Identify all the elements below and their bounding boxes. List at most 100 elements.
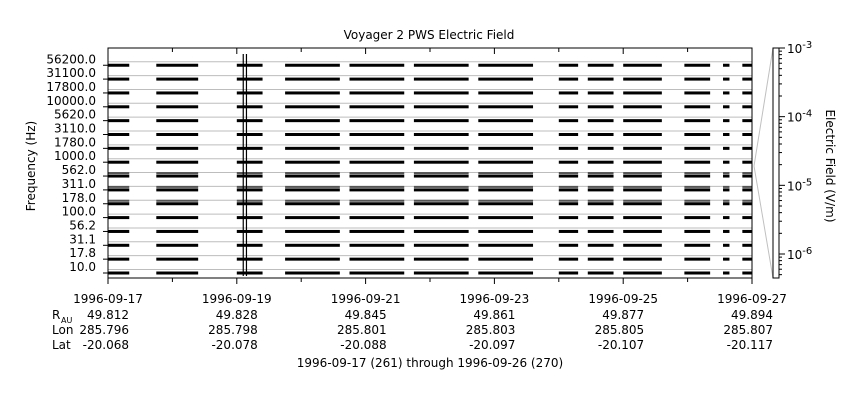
data-band xyxy=(156,243,199,247)
data-band xyxy=(623,91,662,95)
colorbar-tick-base: 10 xyxy=(787,179,802,193)
data-band xyxy=(587,91,614,95)
data-band xyxy=(742,257,752,261)
data-band xyxy=(723,257,730,261)
y-tick-label: 1000.0 xyxy=(54,149,96,163)
data-band xyxy=(684,119,711,123)
data-band xyxy=(623,105,662,109)
ephemeris-value: 49.828 xyxy=(216,308,258,322)
data-band xyxy=(742,174,752,178)
ephemeris-value: 285.805 xyxy=(595,323,645,337)
data-band xyxy=(285,160,340,164)
data-band xyxy=(478,271,534,275)
y-tick-label: 10000.0 xyxy=(46,94,96,108)
data-band xyxy=(285,146,340,150)
data-band xyxy=(285,63,340,67)
colorbar-tick-base: 10 xyxy=(787,42,802,56)
ephemeris-value: -20.078 xyxy=(211,338,257,352)
data-band xyxy=(587,229,614,233)
data-band xyxy=(108,257,130,261)
data-band xyxy=(108,119,130,123)
data-band xyxy=(558,119,579,123)
data-band xyxy=(723,216,730,220)
data-band xyxy=(587,146,614,150)
data-band xyxy=(684,160,711,164)
data-band-noise xyxy=(587,199,614,202)
data-band xyxy=(723,63,730,67)
data-band xyxy=(285,105,340,109)
data-band xyxy=(236,105,263,109)
colorbar-tick-exponent: -3 xyxy=(802,40,812,51)
data-band xyxy=(558,91,579,95)
data-band xyxy=(684,91,711,95)
data-band-noise xyxy=(742,185,752,188)
data-band xyxy=(156,174,199,178)
data-band xyxy=(156,188,199,192)
data-band xyxy=(236,216,263,220)
data-band xyxy=(236,271,263,275)
data-band xyxy=(156,271,199,275)
data-band xyxy=(478,243,534,247)
data-band xyxy=(413,160,469,164)
data-band xyxy=(623,271,662,275)
data-band xyxy=(285,119,340,123)
data-band xyxy=(558,271,579,275)
data-band xyxy=(236,188,263,192)
data-band xyxy=(156,160,199,164)
data-band xyxy=(413,216,469,220)
data-band xyxy=(285,77,340,81)
ephemeris-value: -20.117 xyxy=(727,338,773,352)
y-tick-label: 10.0 xyxy=(69,260,96,274)
data-band xyxy=(108,91,130,95)
data-band-noise xyxy=(236,172,263,175)
data-band-noise xyxy=(742,172,752,175)
data-band xyxy=(349,77,405,81)
data-band xyxy=(478,91,534,95)
data-band-noise xyxy=(285,199,340,202)
ephemeris-value: 285.801 xyxy=(337,323,387,337)
data-band-noise xyxy=(558,172,579,175)
data-band xyxy=(236,146,263,150)
y-tick-label: 56200.0 xyxy=(46,52,96,66)
data-band xyxy=(587,257,614,261)
data-band xyxy=(349,133,405,136)
data-band xyxy=(558,229,579,233)
data-band xyxy=(723,146,730,150)
colorbar-tick-label: 10-6 xyxy=(787,246,812,262)
data-band xyxy=(285,133,340,136)
data-band xyxy=(349,105,405,109)
data-band-noise xyxy=(558,199,579,202)
data-band-noise xyxy=(413,199,469,202)
data-band xyxy=(349,91,405,95)
data-band xyxy=(742,229,752,233)
y-tick-label: 56.2 xyxy=(69,218,96,232)
colorbar-connector xyxy=(753,47,774,279)
data-band xyxy=(285,243,340,247)
data-band xyxy=(349,174,405,178)
colorbar-tick-label: 10-4 xyxy=(787,109,812,125)
colorbar-tick-base: 10 xyxy=(787,111,802,125)
data-band xyxy=(108,133,130,136)
data-band xyxy=(285,188,340,192)
data-band xyxy=(623,229,662,233)
y-tick-label: 311.0 xyxy=(62,177,96,191)
data-band xyxy=(623,216,662,220)
data-band xyxy=(742,119,752,123)
colorbar-tick-exponent: -6 xyxy=(802,246,812,257)
colorbar-tick-label: 10-5 xyxy=(787,177,812,193)
ephemeris-value: 285.796 xyxy=(79,323,129,337)
data-band-noise xyxy=(623,199,662,202)
ephemeris-value: 49.861 xyxy=(473,308,515,322)
data-band xyxy=(156,91,199,95)
data-band xyxy=(684,243,711,247)
colorbar-frame xyxy=(772,47,780,279)
data-band xyxy=(156,229,199,233)
data-band xyxy=(742,133,752,136)
data-band-noise xyxy=(478,185,534,188)
data-band-noise xyxy=(108,185,130,188)
data-band xyxy=(587,133,614,136)
data-band xyxy=(623,77,662,81)
data-band xyxy=(723,271,730,275)
data-band xyxy=(285,216,340,220)
data-band-noise xyxy=(723,185,730,188)
